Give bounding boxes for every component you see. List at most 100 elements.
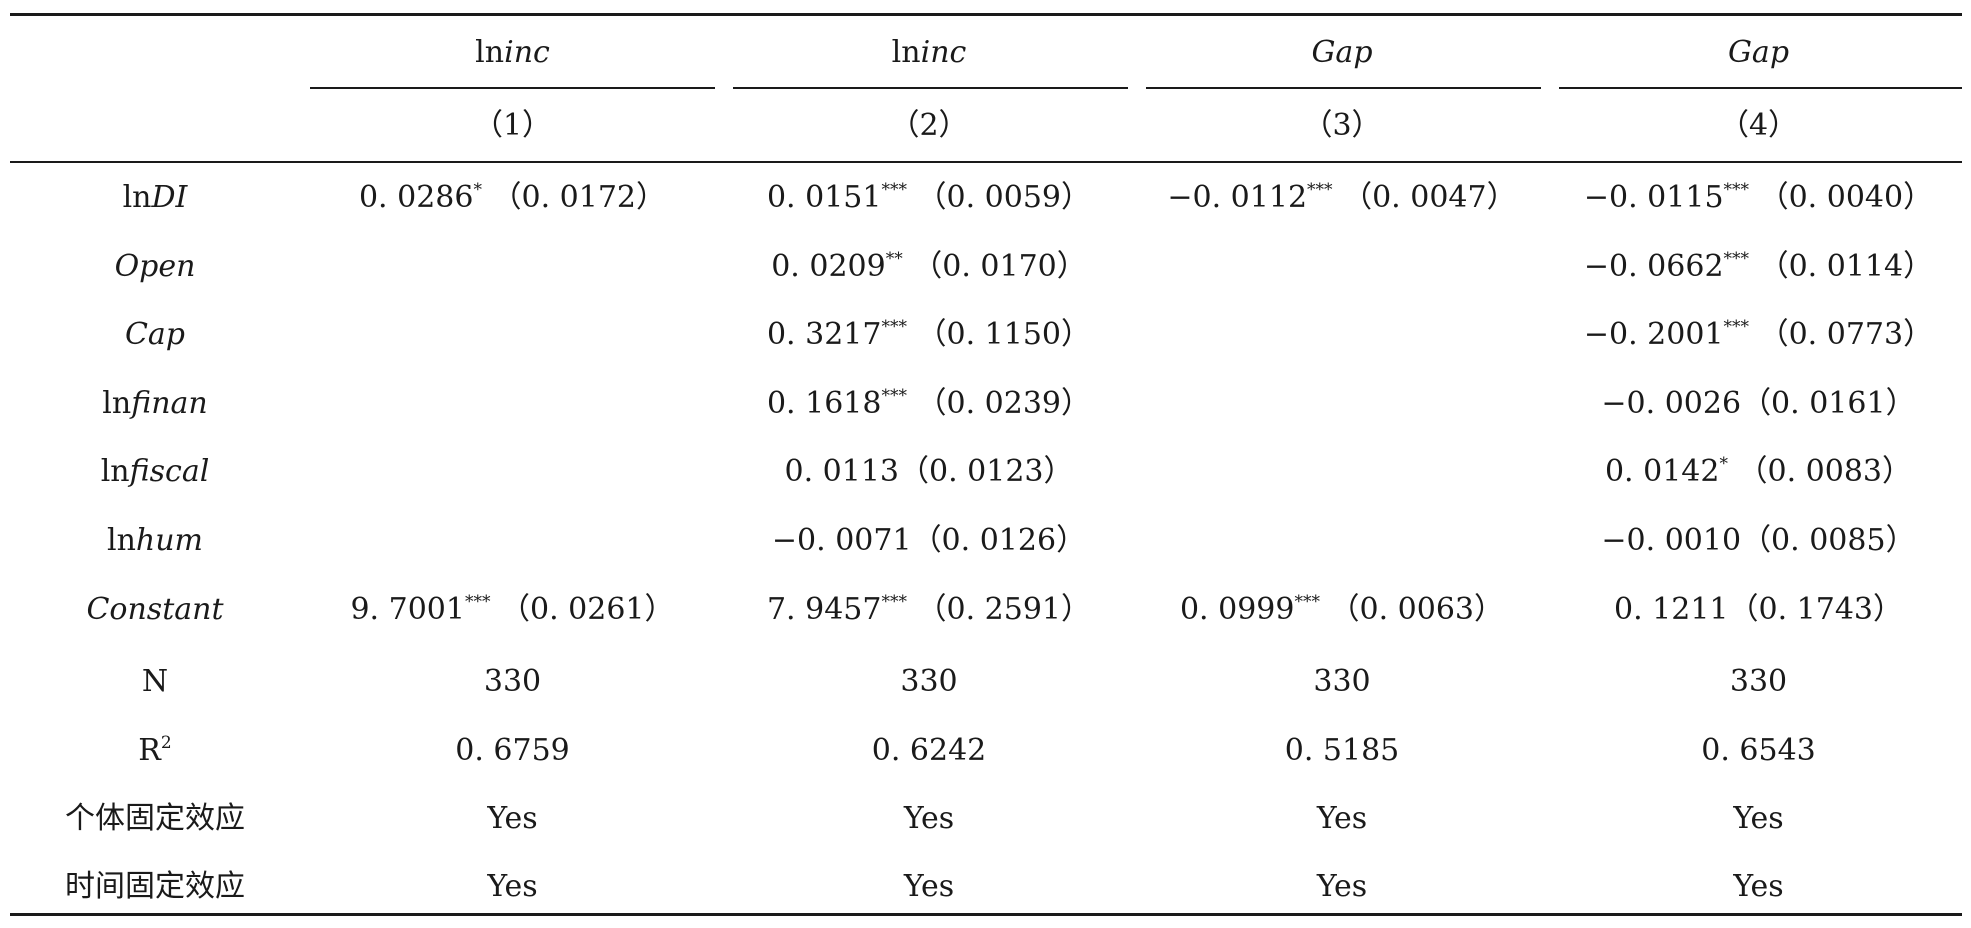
- significance-stars: *: [473, 180, 482, 200]
- time-fe-value: Yes: [487, 869, 538, 904]
- coefficient-cell: [310, 374, 715, 434]
- coefficient-cell: [310, 237, 715, 297]
- standard-error: （0. 0059）: [916, 180, 1092, 215]
- coefficient-cell: [310, 442, 715, 502]
- row-label: Open: [114, 249, 196, 284]
- standard-error: （0. 0047）: [1342, 180, 1517, 215]
- significance-stars: ***: [1723, 249, 1750, 269]
- standard-error: （0. 0085）: [1741, 523, 1916, 558]
- coefficient: 0. 1211: [1613, 592, 1729, 627]
- significance-stars: **: [885, 249, 903, 269]
- coefficient-cell: −0. 0112*** （0. 0047）: [1143, 168, 1541, 228]
- standard-error: （0. 0170）: [912, 249, 1087, 284]
- coefficient: −0. 0071: [771, 523, 912, 558]
- header-underline-2: [733, 87, 1128, 89]
- coefficient-cell: 0. 0142* （0. 0083）: [1556, 442, 1961, 502]
- r-squared-value: 0. 5185: [1284, 733, 1400, 768]
- n-value: 330: [900, 664, 958, 699]
- coefficient-cell: [1143, 374, 1541, 434]
- col-number-3: （3）: [1302, 108, 1382, 143]
- coefficient: 0. 0209: [771, 249, 886, 284]
- coefficient-cell: [1143, 237, 1541, 297]
- coefficient: 0. 0142: [1604, 454, 1720, 489]
- header-underline-3: [1146, 87, 1541, 89]
- row-label-r-squared: R2: [138, 733, 172, 768]
- coefficient: 0. 3217: [766, 317, 882, 352]
- coefficient-cell: 0. 0113（0. 0123）: [730, 442, 1128, 502]
- coefficient-cell: −0. 0010（0. 0085）: [1556, 511, 1961, 571]
- significance-stars: ***: [1294, 592, 1320, 612]
- individual-fe-value: Yes: [903, 801, 955, 836]
- coefficient-cell: −0. 0071（0. 0126）: [730, 511, 1128, 571]
- standard-error: （0. 0040）: [1758, 180, 1934, 215]
- coefficient-cell: 0. 0286* （0. 0172）: [310, 168, 715, 228]
- col-number-1: （1）: [472, 108, 553, 143]
- coefficient-cell: 0. 0209** （0. 0170）: [730, 237, 1128, 297]
- individual-fe-value: Yes: [1733, 801, 1784, 836]
- coefficient: 9. 7001: [350, 592, 465, 627]
- coefficient-cell: −0. 0662*** （0. 0114）: [1556, 237, 1961, 297]
- standard-error: （0. 0261）: [500, 592, 675, 627]
- row-label: lnDI: [122, 180, 188, 215]
- coefficient-cell: −0. 2001*** （0. 0773）: [1556, 305, 1961, 365]
- coefficient: 7. 9457: [766, 592, 882, 627]
- n-value: 330: [483, 664, 542, 699]
- coefficient: −0. 0026: [1601, 386, 1742, 421]
- header-underline-1: [310, 87, 715, 89]
- coefficient-cell: [310, 305, 715, 365]
- r-squared-value: 0. 6759: [455, 733, 570, 768]
- standard-error: （0. 0126）: [911, 523, 1087, 558]
- row-label: lnhum: [106, 523, 203, 558]
- table-bottom-rule: [10, 913, 1962, 916]
- coefficient: 0. 0151: [766, 180, 882, 215]
- row-label: lnfinan: [102, 386, 208, 421]
- significance-stars: ***: [1307, 180, 1333, 200]
- standard-error: （0. 1150）: [916, 317, 1092, 352]
- row-label: Cap: [124, 317, 186, 352]
- coefficient: 0. 0286: [358, 180, 474, 215]
- standard-error: （0. 0083）: [1737, 454, 1913, 489]
- row-label-individual-fe: 个体固定效应: [65, 801, 245, 836]
- coefficient-cell: [310, 511, 715, 571]
- coefficient: 0. 1618: [766, 386, 882, 421]
- significance-stars: ***: [464, 592, 491, 612]
- coefficient-cell: [1143, 305, 1541, 365]
- n-value: 330: [1729, 664, 1788, 699]
- r-squared-value: 0. 6242: [871, 733, 987, 768]
- standard-error: （0. 0123）: [899, 454, 1074, 489]
- standard-error: （0. 1743）: [1728, 592, 1904, 627]
- coefficient-cell: 0. 0151*** （0. 0059）: [730, 168, 1128, 228]
- standard-error: （0. 0773）: [1758, 317, 1934, 352]
- coefficient: −0. 2001: [1583, 317, 1724, 352]
- significance-stars: ***: [881, 386, 907, 406]
- significance-stars: ***: [1723, 317, 1750, 337]
- row-label-n: N: [141, 664, 169, 699]
- time-fe-value: Yes: [1316, 869, 1368, 904]
- significance-stars: ***: [881, 317, 907, 337]
- coefficient-cell: 9. 7001*** （0. 0261）: [310, 580, 715, 640]
- coefficient-cell: 0. 3217*** （0. 1150）: [730, 305, 1128, 365]
- individual-fe-value: Yes: [1316, 801, 1368, 836]
- coefficient-cell: 7. 9457*** （0. 2591）: [730, 580, 1128, 640]
- standard-error: （0. 2591）: [916, 592, 1092, 627]
- coefficient-cell: 0. 1211（0. 1743）: [1556, 580, 1961, 640]
- row-label: lnfiscal: [100, 454, 210, 489]
- standard-error: （0. 0063）: [1329, 592, 1505, 627]
- standard-error: （0. 0161）: [1741, 386, 1916, 421]
- coefficient: −0. 0112: [1167, 180, 1308, 215]
- dep-var-2: lninc: [891, 35, 967, 70]
- row-label-time-fe: 时间固定效应: [65, 869, 245, 904]
- table-top-rule: [10, 13, 1962, 16]
- dep-var-1: lninc: [475, 35, 550, 70]
- coefficient: −0. 0010: [1601, 523, 1742, 558]
- coefficient-cell: −0. 0026（0. 0161）: [1556, 374, 1961, 434]
- significance-stars: ***: [1723, 180, 1750, 200]
- individual-fe-value: Yes: [487, 801, 538, 836]
- header-bottom-rule: [10, 161, 1962, 163]
- significance-stars: *: [1719, 454, 1728, 474]
- coefficient: −0. 0115: [1583, 180, 1724, 215]
- dep-var-4: Gap: [1727, 35, 1790, 70]
- col-number-4: （4）: [1718, 108, 1799, 143]
- row-label: Constant: [86, 592, 224, 627]
